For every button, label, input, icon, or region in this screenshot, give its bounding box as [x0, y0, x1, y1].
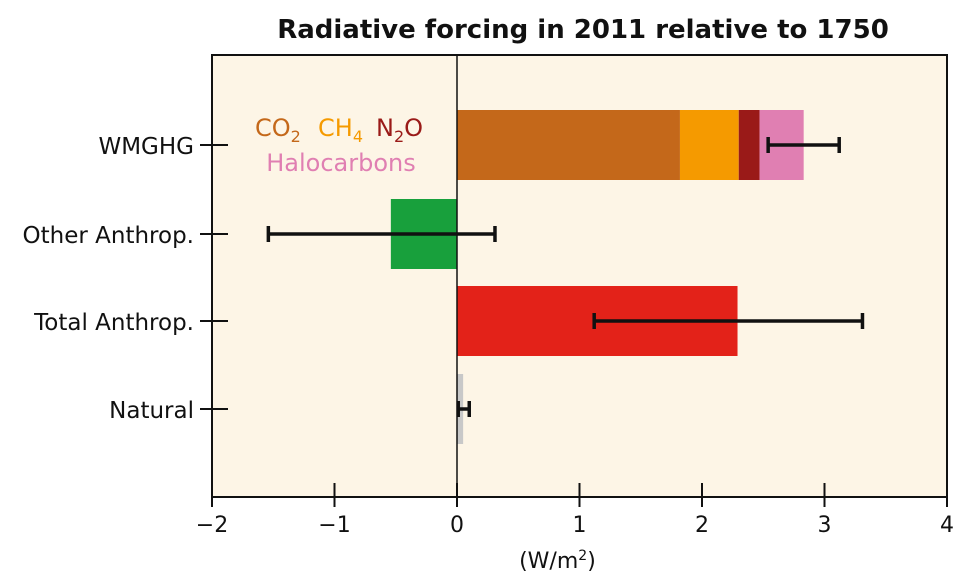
- x-tick-label-5: 3: [818, 513, 832, 538]
- legend-co2: CO2: [255, 114, 301, 146]
- bar-wmghg-n2o: [738, 110, 760, 180]
- x-tick-label-0: −2: [196, 513, 228, 538]
- x-tick-label-6: 4: [940, 513, 954, 538]
- y-tick-label-natural: Natural: [109, 398, 194, 424]
- bar-wmghg-ch4: [679, 110, 739, 180]
- x-tick-label-4: 2: [695, 513, 709, 538]
- x-tick-label-1: −1: [318, 513, 350, 538]
- legend-ch4: CH4: [318, 114, 363, 146]
- y-tick-label-wmghg: WMGHG: [98, 134, 194, 160]
- y-tick-label-other-anthrop: Other Anthrop.: [23, 223, 194, 249]
- x-tick-label-3: 1: [573, 513, 587, 538]
- legend-n2o: N2O: [376, 114, 423, 146]
- bar-wmghg-co2: [457, 110, 680, 180]
- y-tick-label-total-anthrop: Total Anthrop.: [33, 310, 194, 336]
- x-axis-label: (W/m2): [519, 548, 596, 574]
- legend-halocarbons: Halocarbons: [266, 149, 416, 177]
- x-tick-label-2: 0: [450, 513, 464, 538]
- chart-title: Radiative forcing in 2011 relative to 17…: [277, 15, 889, 45]
